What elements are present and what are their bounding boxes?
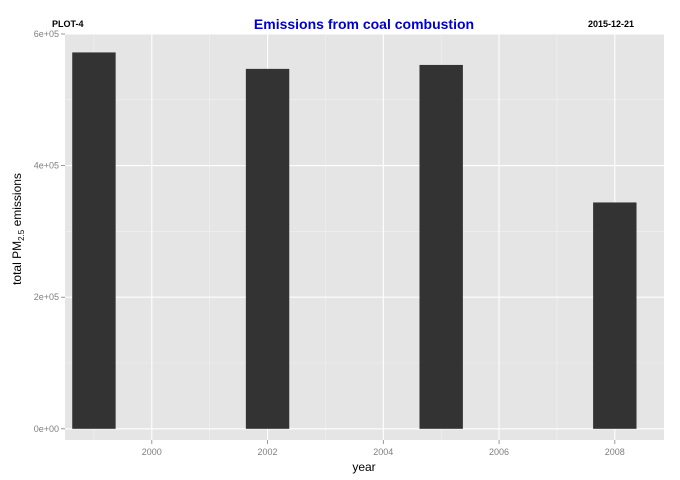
chart-title: Emissions from coal combustion: [254, 16, 474, 32]
y-axis-title-subscript: 2.5: [17, 229, 26, 241]
x-tick-label: 2004: [373, 447, 393, 457]
y-tick-label: 4e+05: [34, 161, 59, 171]
x-axis: 2000 2002 2004 2006 2008: [142, 440, 625, 457]
y-axis-title-suffix: emissions: [10, 173, 24, 230]
y-axis-title-prefix: total PM: [10, 241, 24, 285]
x-axis-title: year: [352, 460, 375, 474]
bars: [72, 52, 637, 429]
x-tick-label: 2006: [489, 447, 509, 457]
plot-panel: [65, 34, 664, 440]
date-label: 2015-12-21: [588, 19, 634, 29]
y-axis-title: total PM2.5 emissions: [10, 173, 26, 285]
y-tick-label: 6e+05: [34, 29, 59, 39]
bar-2002: [245, 68, 290, 429]
x-tick-label: 2008: [605, 447, 625, 457]
plot-id-label: PLOT-4: [52, 19, 84, 29]
x-tick-label: 2002: [258, 447, 278, 457]
x-tick-label: 2000: [142, 447, 162, 457]
y-axis: 0e+00 2e+05 4e+05 6e+05: [34, 29, 65, 434]
y-tick-label: 0e+00: [34, 424, 59, 434]
bar-2005: [419, 64, 463, 429]
y-tick-label: 2e+05: [34, 292, 59, 302]
bar-2008: [593, 202, 637, 429]
bar-1999: [72, 52, 116, 429]
